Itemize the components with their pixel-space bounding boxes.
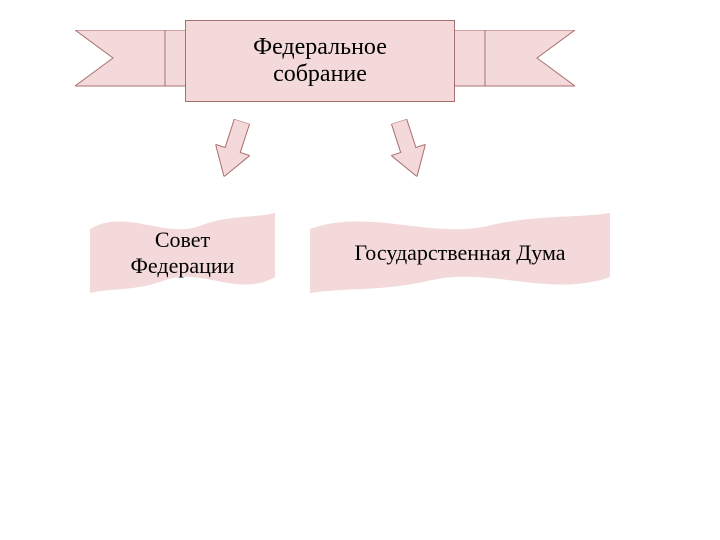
- diagram-canvas: Федеральное собрание Совет Федерации Гос…: [0, 0, 720, 540]
- arrow-left: [207, 116, 259, 182]
- title-text: Федеральное собрание: [253, 34, 387, 88]
- title-box: Федеральное собрание: [185, 20, 455, 102]
- arrow-right: [382, 116, 434, 182]
- child-right-text: Государственная Дума: [355, 240, 566, 266]
- child-left-label: Совет Федерации: [90, 213, 275, 293]
- child-left-text: Совет Федерации: [131, 227, 235, 279]
- child-right-label: Государственная Дума: [310, 213, 610, 293]
